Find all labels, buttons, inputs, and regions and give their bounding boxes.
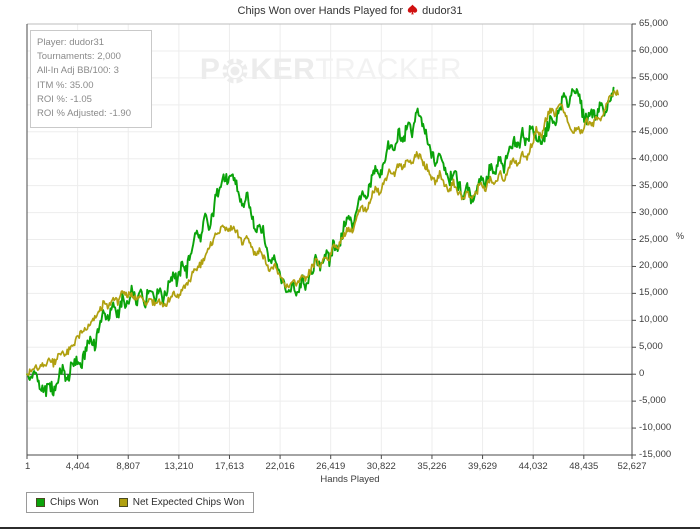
info-line-itm-percent: ITM %: 35.00 [37,79,94,91]
x-axis-tick-label: 22,016 [265,461,295,472]
x-axis-tick-label: 52,627 [617,461,647,472]
x-axis-tick-label: 35,226 [417,461,447,472]
legend-swatch-chips-won [36,498,45,507]
x-axis-tick-label: 8,807 [116,461,141,472]
legend-item-chips-won[interactable]: Chips Won [36,497,99,508]
y-axis-tick-label: 0 [639,368,645,380]
y-axis-tick-label: 5,000 [639,341,663,353]
y-axis-tick-label: 60,000 [639,44,669,56]
info-line-roi-percent-adjusted: ROI % Adjusted: -1.90 [37,108,131,120]
x-axis-tick-label: 17,613 [214,461,244,472]
info-line-player: Player: dudor31 [37,37,105,48]
x-axis-tick-label: 44,032 [518,461,548,472]
x-axis-tick-label: 39,629 [468,461,498,472]
y-axis-tick-label: 55,000 [639,71,669,83]
page-title: Chips Won over Hands Played for dudor31 [0,4,700,18]
y-axis-tick-label: 35,000 [639,179,669,191]
x-axis-tick-label: 30,822 [366,461,396,472]
stats-info-box: Player: dudor31 Tournaments: 2,000 All-I… [30,30,152,129]
y-axis-tick-label: 25,000 [639,233,669,245]
spade-icon [407,4,418,18]
x-axis-tick-label: 26,419 [316,461,346,472]
legend-label-net-expected: Net Expected Chips Won [132,497,245,508]
x-axis-tick-label: 1 [25,461,31,472]
x-axis-tick-label: 4,404 [65,461,90,472]
y-axis-tick-label: 10,000 [639,314,669,326]
info-line-roi-percent: ROI %: -1.05 [37,93,92,105]
y-axis-tick-label: 20,000 [639,260,669,272]
chart-legend: Chips Won Net Expected Chips Won [26,492,255,513]
legend-swatch-net-expected [118,498,128,507]
info-line-allin-adj-bb100: All-In Adj BB/100: 3 [37,65,119,77]
y-axis-tick-label: 50,000 [639,98,669,110]
percent-axis-mark: % [676,231,685,241]
y-axis-tick-label: -5,000 [639,395,666,407]
chart-title-prefix: Chips Won over Hands Played for [237,5,404,17]
y-axis-tick-label: 15,000 [639,287,669,299]
x-axis-title: Hands Played [320,474,380,485]
y-axis-tick-label: 45,000 [639,125,669,137]
legend-item-net-expected-chips-won[interactable]: Net Expected Chips Won [118,497,245,508]
y-axis-tick-label: -15,000 [639,449,672,460]
y-axis-tick-label: 40,000 [639,152,669,164]
x-axis-tick-label: 13,210 [164,461,194,472]
y-axis-tick-label: 65,000 [639,18,669,29]
y-axis-tick-label: 30,000 [639,206,669,218]
info-line-tournaments: Tournaments: 2,000 [37,51,121,63]
chart-title-player: dudor31 [422,5,463,17]
y-axis-tick-label: -10,000 [639,422,672,434]
legend-label-chips-won: Chips Won [50,497,99,508]
x-axis-tick-label: 48,435 [569,461,599,472]
